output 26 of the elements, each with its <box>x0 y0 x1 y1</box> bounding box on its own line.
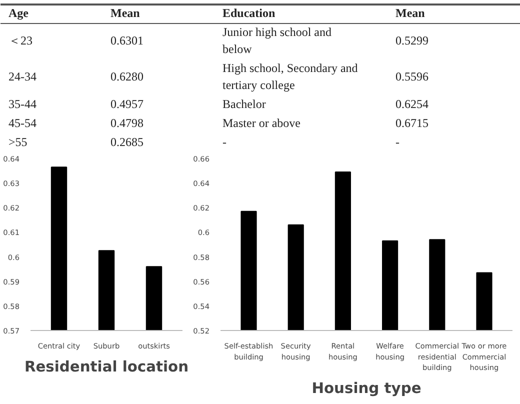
text: ＜23 <box>8 34 32 48</box>
text: Junior high school and below <box>222 25 332 56</box>
text: Master or above <box>222 116 300 130</box>
text: 0.6301 <box>110 34 144 48</box>
text: Education <box>222 6 276 20</box>
text: High school, Secondary and tertiary college <box>222 61 358 92</box>
text: 0.4957 <box>110 97 144 111</box>
text: 0.6715 <box>396 116 428 130</box>
text: 0.4798 <box>110 116 144 130</box>
text: Age <box>8 6 30 20</box>
text: Residential location <box>24 358 189 376</box>
text: 0.2685 <box>110 135 144 149</box>
text: Bachelor <box>222 97 266 111</box>
text: 0.6280 <box>110 70 144 84</box>
text: Mean <box>110 6 140 20</box>
text: Housing type <box>312 380 422 398</box>
text: 0.5299 <box>396 34 428 48</box>
text: - <box>222 135 226 149</box>
text: 45-54 <box>8 116 36 130</box>
text: 24-34 <box>8 70 36 84</box>
text: - <box>396 135 400 149</box>
text: >55 <box>8 135 28 149</box>
text: Mean <box>396 6 426 20</box>
text: 35-44 <box>8 97 36 111</box>
text: 0.6254 <box>396 97 428 111</box>
text: 0.5596 <box>396 70 428 84</box>
